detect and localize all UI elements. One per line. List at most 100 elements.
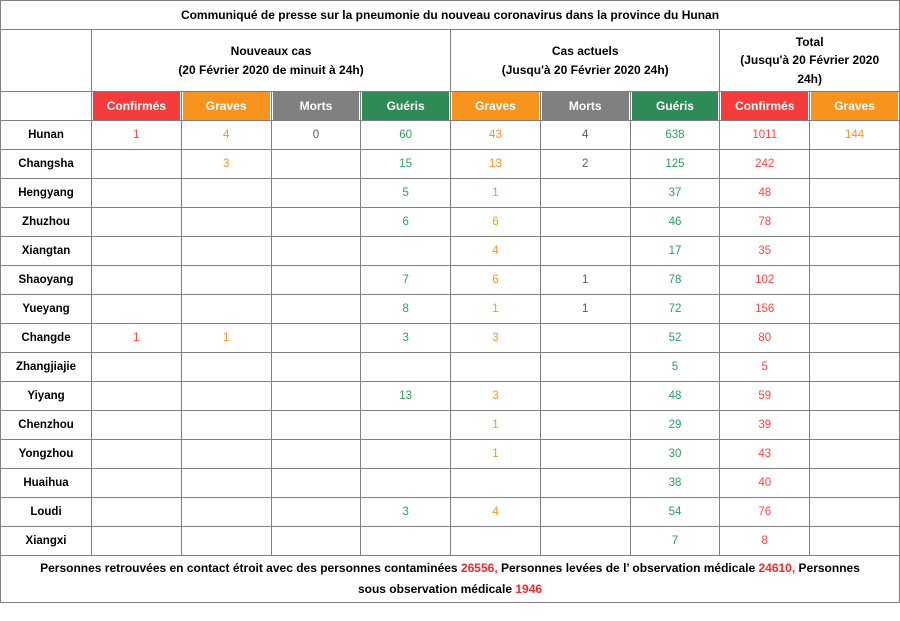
value-cell: 5 [361,179,452,208]
value-cell [271,527,362,556]
value-cell: 59 [720,382,811,411]
value-cell [271,266,362,295]
value-cell [271,382,362,411]
table-row: Hengyang 5 1 37 48 [1,179,900,208]
value-cell [271,150,362,179]
corner-cell [1,30,92,92]
value-cell: 37 [630,179,721,208]
value-cell [181,237,272,266]
table-row: Yongzhou 1 30 43 [1,440,900,469]
value-cell: 39 [720,411,811,440]
value-cell [181,527,272,556]
value-cell [271,353,362,382]
value-cell [810,382,900,411]
table-row: Yueyang 8 1 1 72 156 [1,295,900,324]
value-cell [810,353,900,382]
value-cell: 7 [361,266,452,295]
column-header-label: Graves [452,92,539,120]
value-cell [361,469,452,498]
value-cell [181,469,272,498]
value-cell [540,353,631,382]
value-cell: 43 [720,440,811,469]
value-cell [271,179,362,208]
value-cell [92,208,182,237]
value-cell [540,179,631,208]
group-header-total: Total (Jusqu'à 20 Février 2020 24h) [720,30,900,92]
value-cell [181,498,272,527]
table-row: Zhangjiajie 5 5 [1,353,900,382]
group-label-line1: Nouveaux cas [230,43,312,58]
value-cell: 156 [720,295,811,324]
value-cell: 5 [630,353,721,382]
column-header-row: Confirmés Graves Morts Guéris Graves Mor… [1,92,900,121]
value-cell: 1 [451,440,541,469]
value-cell: 1 [451,179,541,208]
table-head: Communiqué de presse sur la pneumonie du… [1,1,900,121]
column-header-label: Graves [182,92,270,120]
value-cell: 30 [630,440,721,469]
value-cell [92,179,182,208]
value-cell [810,295,900,324]
value-cell [181,179,272,208]
value-cell [271,469,362,498]
value-cell [92,498,182,527]
value-cell [810,150,900,179]
value-cell: 8 [720,527,811,556]
value-cell: 60 [361,121,452,150]
region-cell: Zhuzhou [1,208,92,237]
region-cell: Changde [1,324,92,353]
value-cell [540,469,631,498]
footer-text-under-observation: Personnes sous observation médicale [357,561,860,596]
table-row: Loudi 3 4 54 76 [1,498,900,527]
value-cell: 35 [720,237,811,266]
value-cell: 29 [630,411,721,440]
table-row: Changsha 3 15 13 2 125 242 [1,150,900,179]
value-cell [451,527,541,556]
region-cell: Changsha [1,150,92,179]
value-cell [451,353,541,382]
region-cell: Zhangjiajie [1,353,92,382]
value-cell: 54 [630,498,721,527]
value-cell [361,527,452,556]
value-cell: 6 [451,208,541,237]
value-cell: 76 [720,498,811,527]
footer-count-released: 24610, [758,561,796,575]
value-cell: 242 [720,150,811,179]
value-cell [92,469,182,498]
value-cell: 13 [451,150,541,179]
region-cell: Shaoyang [1,266,92,295]
value-cell: 3 [181,150,272,179]
value-cell [810,498,900,527]
value-cell [810,469,900,498]
footer-count-contact: 26556, [460,561,498,575]
value-cell [540,498,631,527]
value-cell: 1 [181,324,272,353]
value-cell [271,237,362,266]
table-row: Shaoyang 7 6 1 78 102 [1,266,900,295]
title-row: Communiqué de presse sur la pneumonie du… [1,1,900,30]
footer-row: Personnes retrouvées en contact étroit a… [1,556,900,603]
column-header-confirmes: Confirmés [92,92,182,121]
value-cell [361,237,452,266]
value-cell: 48 [720,179,811,208]
value-cell [92,266,182,295]
value-cell: 638 [630,121,721,150]
column-header-graves: Graves [181,92,272,121]
value-cell: 4 [181,121,272,150]
value-cell: 1 [92,121,182,150]
value-cell [540,382,631,411]
value-cell [810,411,900,440]
value-cell [810,208,900,237]
value-cell: 3 [451,382,541,411]
value-cell: 38 [630,469,721,498]
column-header-morts: Morts [271,92,362,121]
value-cell: 43 [451,121,541,150]
value-cell [810,324,900,353]
value-cell [92,440,182,469]
table-row: Hunan 1 4 0 60 43 4 638 1011 144 [1,121,900,150]
value-cell: 4 [451,237,541,266]
value-cell: 1 [540,266,631,295]
table-foot: Personnes retrouvées en contact étroit a… [1,556,900,603]
value-cell: 80 [720,324,811,353]
region-cell: Hunan [1,121,92,150]
